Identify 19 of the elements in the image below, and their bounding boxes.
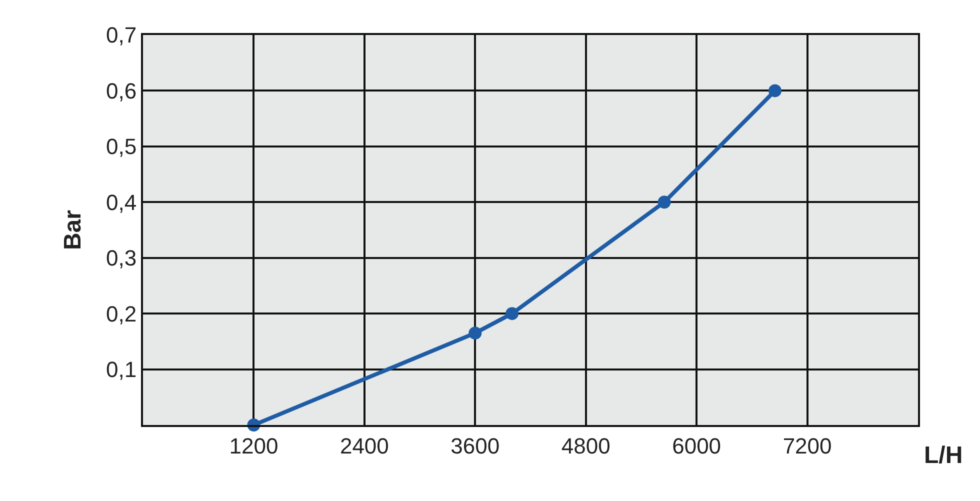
point xyxy=(506,307,519,320)
point xyxy=(658,196,671,209)
y-tick-label: 0,5 xyxy=(106,134,137,160)
y-tick-label: 0,3 xyxy=(106,246,137,271)
point xyxy=(768,84,782,98)
x-tick-label: 3600 xyxy=(450,433,500,458)
y-tick-label: 0,2 xyxy=(106,301,137,326)
x-tick-label: 7200 xyxy=(782,433,832,458)
point xyxy=(468,326,482,340)
x-tick-label: 6000 xyxy=(672,433,722,458)
y-tick-label: 0,6 xyxy=(106,78,137,104)
x-tick-label: 2400 xyxy=(340,433,389,458)
y-tick-label: 0,4 xyxy=(106,190,137,215)
y-tick-label: 0,7 xyxy=(106,22,137,48)
y-tick-label: 0,1 xyxy=(106,356,137,382)
x-tick-label: 4800 xyxy=(561,433,610,458)
y-axis-title: Bar xyxy=(60,210,87,250)
x-tick-label: 1200 xyxy=(229,433,278,458)
x-axis-title: L/H xyxy=(924,442,963,469)
